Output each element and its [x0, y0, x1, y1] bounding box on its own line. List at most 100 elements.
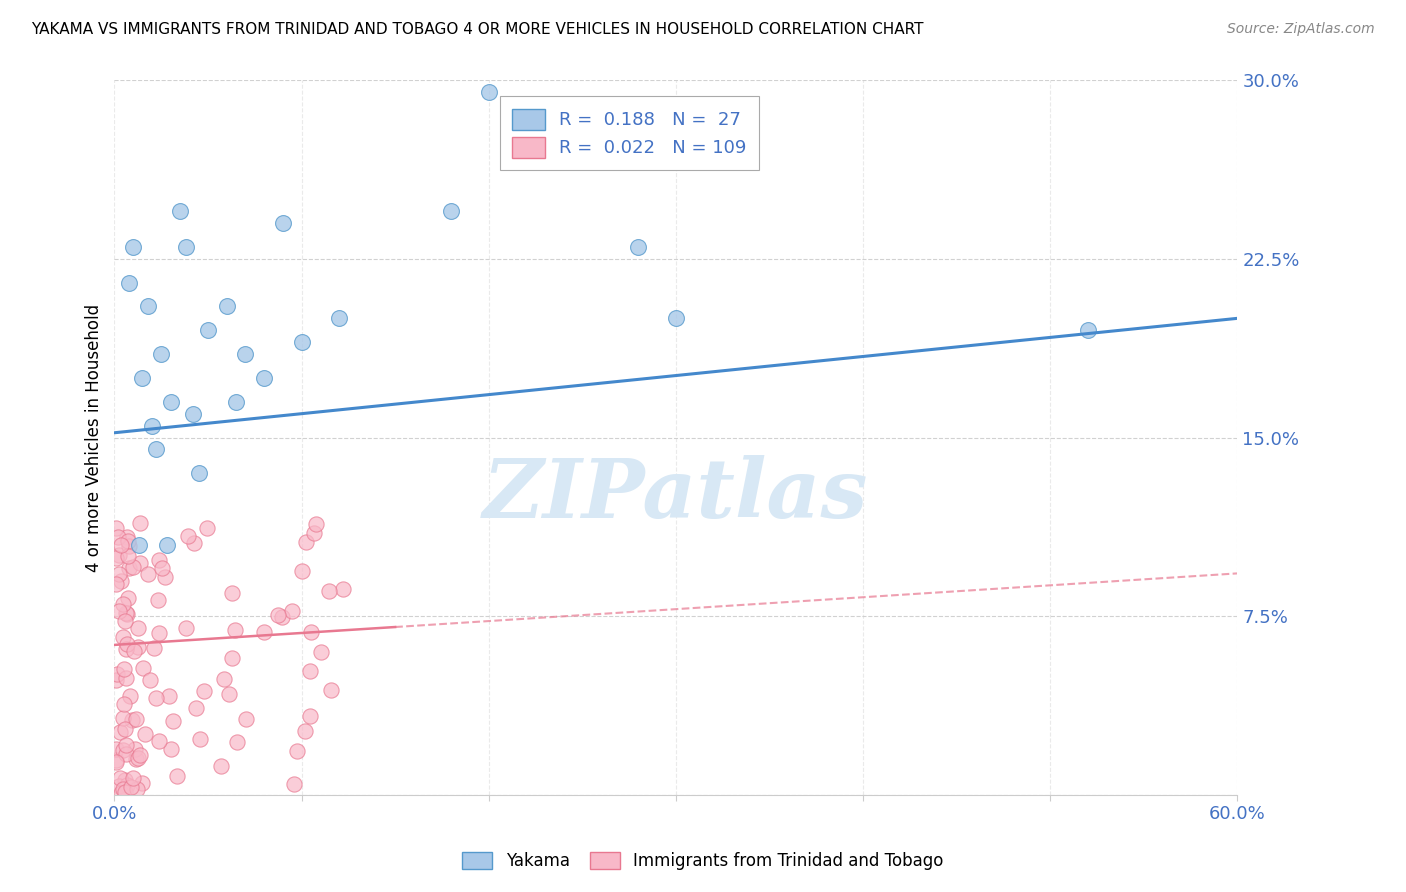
Point [110, 725, 132, 739]
Point [193, 684, 215, 698]
Point [294, 724, 316, 739]
Point [299, 709, 322, 723]
Point [159, 394, 181, 409]
Point [132, 661, 155, 675]
Point [184, 701, 207, 715]
Point [122, 240, 145, 254]
Point [121, 713, 143, 727]
Point [112, 697, 135, 711]
Point [221, 650, 243, 665]
Point [299, 624, 322, 639]
Point [122, 771, 145, 785]
Point [187, 467, 209, 481]
Point [169, 204, 191, 219]
Point [131, 371, 153, 385]
Point [156, 538, 179, 552]
Point [283, 777, 305, 791]
Point [225, 394, 247, 409]
Point [148, 626, 170, 640]
Point [115, 778, 138, 792]
Point [111, 711, 134, 725]
Point [112, 631, 135, 645]
Point [125, 712, 148, 726]
Point [114, 772, 136, 787]
Point [107, 530, 129, 544]
Text: YAKAMA VS IMMIGRANTS FROM TRINIDAD AND TOBAGO 4 OR MORE VEHICLES IN HOUSEHOLD CO: YAKAMA VS IMMIGRANTS FROM TRINIDAD AND T… [31, 22, 924, 37]
Legend: R =  0.188   N =  27, R =  0.022   N = 109: R = 0.188 N = 27, R = 0.022 N = 109 [499, 96, 759, 170]
Point [105, 741, 128, 756]
Point [110, 786, 132, 800]
Point [120, 689, 142, 703]
Point [195, 521, 218, 535]
Point [110, 771, 132, 785]
Point [235, 712, 257, 726]
Point [127, 751, 149, 765]
Point [285, 744, 308, 758]
Point [114, 662, 136, 676]
Point [328, 311, 350, 326]
Point [129, 747, 152, 762]
Point [271, 216, 294, 230]
Point [318, 583, 340, 598]
Point [290, 335, 312, 350]
Point [124, 644, 146, 658]
Point [108, 548, 131, 562]
Point [124, 742, 146, 756]
Point [305, 517, 328, 532]
Point [174, 622, 197, 636]
Point [110, 538, 132, 552]
Point [127, 640, 149, 654]
Point [117, 607, 139, 622]
Point [114, 642, 136, 657]
Point [253, 371, 276, 385]
Point [148, 553, 170, 567]
Point [209, 758, 232, 772]
Point [112, 743, 135, 757]
Point [291, 564, 314, 578]
Point [212, 672, 235, 686]
Point [105, 521, 128, 535]
Point [115, 606, 138, 620]
Point [141, 418, 163, 433]
Point [129, 557, 152, 571]
Point [150, 347, 173, 361]
Point [115, 671, 138, 685]
Point [117, 534, 139, 549]
Point [270, 610, 292, 624]
Point [131, 776, 153, 790]
Point [105, 576, 128, 591]
Point [117, 549, 139, 563]
Point [148, 734, 170, 748]
Point [114, 747, 136, 761]
Point [197, 323, 219, 337]
Point [118, 561, 141, 575]
Text: Source: ZipAtlas.com: Source: ZipAtlas.com [1227, 22, 1375, 37]
Point [221, 586, 243, 600]
Point [115, 739, 138, 753]
Point [148, 593, 170, 607]
Point [105, 755, 128, 769]
Point [295, 535, 318, 549]
Point [181, 407, 204, 421]
Point [332, 582, 354, 596]
Point [157, 689, 180, 703]
Point [105, 550, 128, 565]
Point [188, 731, 211, 746]
Point [145, 690, 167, 705]
Point [166, 768, 188, 782]
Point [105, 753, 128, 767]
Point [478, 85, 501, 99]
Point [108, 779, 131, 793]
Point [128, 516, 150, 530]
Point [215, 300, 238, 314]
Point [134, 726, 156, 740]
Point [114, 614, 136, 628]
Point [112, 597, 135, 611]
Point [309, 645, 332, 659]
Point [118, 276, 141, 290]
Point [177, 529, 200, 543]
Point [136, 300, 159, 314]
Point [115, 637, 138, 651]
Point [235, 347, 257, 361]
Point [143, 641, 166, 656]
